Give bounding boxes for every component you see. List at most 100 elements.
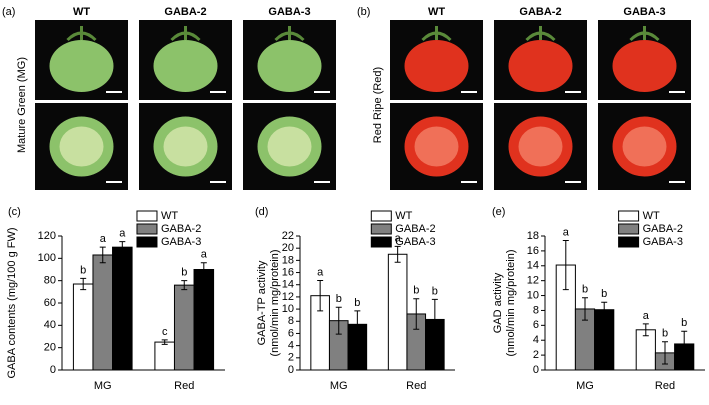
- y-tick-label: 22: [282, 230, 294, 242]
- error-bar: [413, 298, 420, 330]
- y-tick-label: 10: [527, 289, 539, 301]
- y-tick-label: 4: [288, 340, 294, 352]
- x-tick-label: Red: [406, 380, 426, 392]
- significance-letter: a: [317, 266, 324, 278]
- bar: [72, 283, 94, 371]
- panel-label: (a): [2, 6, 15, 18]
- tomato-flesh: [622, 126, 667, 167]
- y-tick-label: 0: [50, 364, 56, 376]
- significance-letter: b: [681, 317, 687, 329]
- panel-label: (d): [255, 206, 268, 218]
- y-tick-label: 12: [527, 275, 539, 287]
- row-label: Mature Green (MG): [16, 57, 28, 153]
- bar: [112, 246, 133, 371]
- significance-letter: a: [119, 227, 126, 239]
- legend-swatch: [370, 223, 392, 235]
- error-bar: [80, 277, 87, 291]
- column-label: WT: [73, 6, 90, 18]
- error-bar: [200, 262, 207, 277]
- y-tick-label: 20: [282, 242, 294, 254]
- calyx: [629, 26, 660, 42]
- significance-letter: b: [582, 284, 588, 296]
- column-label: GABA-2: [164, 6, 206, 18]
- column-label: GABA-3: [268, 6, 310, 18]
- tomato-flesh: [163, 126, 208, 167]
- tomato: [49, 40, 114, 92]
- error-bar: [99, 246, 106, 264]
- calyx: [274, 26, 305, 42]
- legend-label: GABA-3: [643, 236, 683, 248]
- column-label: GABA-2: [519, 6, 561, 18]
- x-tick-label: Red: [174, 380, 194, 392]
- significance-letter: a: [100, 233, 107, 245]
- panel-label: (c): [8, 206, 21, 218]
- y-axis-label: (nmol/min mg/protein): [505, 250, 517, 357]
- y-tick-label: 14: [527, 260, 539, 272]
- panel-label: (e): [492, 206, 505, 218]
- significance-letter: c: [162, 326, 168, 338]
- legend-swatch: [136, 236, 158, 248]
- y-axis-label: GAD activity: [492, 272, 504, 333]
- legend-swatch: [618, 223, 640, 235]
- x-tick-label: Red: [655, 380, 675, 392]
- error-bar: [431, 298, 438, 341]
- y-tick-label: 0: [288, 364, 294, 376]
- legend-swatch: [136, 223, 158, 235]
- legend-label: GABA-3: [395, 236, 435, 248]
- calyx: [525, 26, 556, 42]
- significance-letter: b: [354, 297, 360, 309]
- calyx: [66, 26, 97, 42]
- y-tick-label: 6: [533, 319, 539, 331]
- y-tick-label: 60: [44, 297, 56, 309]
- y-axis-label: GABA-TP activity: [256, 260, 268, 345]
- tomato-flesh: [414, 126, 459, 167]
- y-axis-label: GABA contents (mg/100 g FW): [6, 227, 18, 378]
- error-bar: [681, 330, 688, 358]
- bar: [173, 284, 195, 371]
- legend-swatch: [618, 210, 640, 222]
- error-bar: [582, 297, 588, 321]
- calyx: [170, 26, 201, 42]
- significance-letter: b: [662, 328, 668, 340]
- legend-label: WT: [643, 210, 660, 222]
- legend-label: WT: [161, 210, 178, 222]
- column-label: WT: [428, 6, 445, 18]
- y-tick-label: 16: [282, 266, 294, 278]
- error-bar: [601, 301, 608, 318]
- y-tick-label: 8: [288, 315, 294, 327]
- tomato: [404, 40, 469, 92]
- y-tick-label: 100: [38, 252, 56, 264]
- tomato-flesh: [267, 126, 312, 167]
- y-tick-label: 80: [44, 275, 56, 287]
- legend-label: WT: [395, 210, 412, 222]
- y-tick-label: 12: [282, 291, 294, 303]
- row-label: Red Ripe (Red): [372, 67, 384, 143]
- error-bar: [317, 279, 324, 312]
- error-bar: [394, 245, 401, 263]
- significance-letter: a: [201, 249, 208, 261]
- bar: [594, 309, 615, 371]
- significance-letter: b: [601, 288, 607, 300]
- y-tick-label: 4: [533, 334, 539, 346]
- significance-letter: b: [336, 293, 342, 305]
- significance-letter: b: [80, 264, 86, 276]
- legend-label: GABA-3: [161, 236, 201, 248]
- legend-label: GABA-2: [643, 223, 683, 235]
- y-axis-label: (nmol/min mg/protein): [269, 250, 281, 357]
- y-tick-label: 2: [288, 352, 294, 364]
- significance-letter: a: [643, 310, 650, 322]
- y-tick-label: 40: [44, 319, 56, 331]
- y-tick-label: 2: [533, 349, 539, 361]
- error-bar: [119, 241, 126, 254]
- x-tick-label: MG: [94, 380, 112, 392]
- error-bar: [335, 306, 342, 335]
- bar: [193, 269, 215, 371]
- error-bar: [161, 339, 168, 345]
- legend-swatch: [618, 236, 640, 248]
- y-tick-label: 18: [282, 254, 294, 266]
- legend-swatch: [370, 236, 392, 248]
- y-tick-label: 0: [533, 364, 539, 376]
- column-label: GABA-3: [623, 6, 665, 18]
- significance-letter: b: [432, 285, 438, 297]
